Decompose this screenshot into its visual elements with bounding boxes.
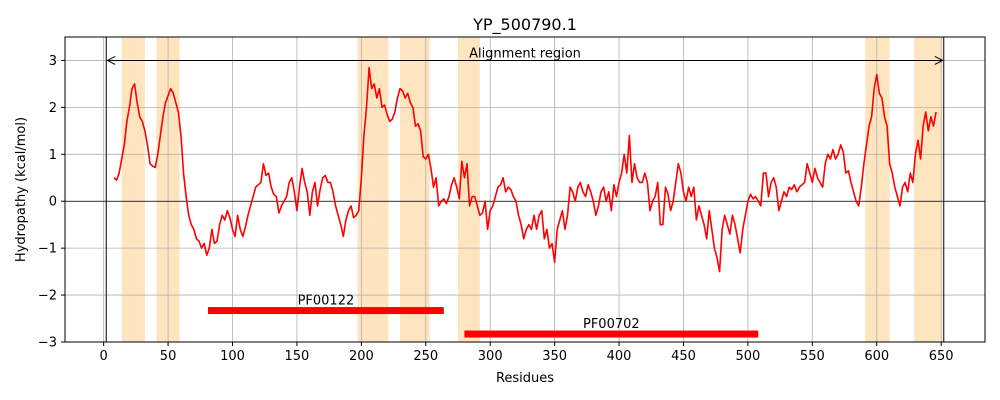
x-tick-label: 300 [478, 349, 503, 364]
x-tick-label: 100 [220, 349, 245, 364]
domain-bar [464, 330, 759, 338]
reference-lines [65, 37, 985, 342]
highlight-region [914, 37, 943, 342]
plot-frame [64, 36, 986, 343]
y-tick-label: 3 [49, 54, 57, 69]
alignment-arrow-right-head [934, 56, 943, 65]
hydropathy-series-line [113, 66, 937, 273]
alignment-arrow-left-head [107, 56, 116, 65]
highlight-region [865, 37, 890, 342]
domain-bar [208, 307, 444, 315]
y-axis-label: Hydropathy (kcal/mol) [14, 117, 29, 262]
y-axis-ticks: −3 −2 −1 0 1 2 3 [38, 54, 65, 351]
x-tick-label: 400 [607, 349, 632, 364]
y-tick-label: 1 [49, 148, 57, 163]
y-tick-label: −3 [38, 336, 57, 351]
x-tick-label: 0 [100, 349, 108, 364]
x-tick-label: 600 [864, 349, 889, 364]
x-tick-label: 650 [929, 349, 954, 364]
x-tick-label: 200 [349, 349, 374, 364]
x-tick-label: 350 [542, 349, 567, 364]
highlight-region [400, 37, 430, 342]
highlight-region [357, 37, 389, 342]
x-tick-label: 250 [413, 349, 438, 364]
y-tick-label: 0 [49, 195, 57, 210]
y-tick-label: −1 [38, 242, 57, 257]
chart-title: YP_500790.1 [472, 15, 577, 35]
x-axis-ticks: 0 50 100 150 200 250 300 350 400 450 500 550 600 650 [100, 342, 954, 364]
series-group [113, 66, 937, 273]
x-tick-label: 150 [285, 349, 310, 364]
x-tick-label: 550 [800, 349, 825, 364]
domain-label: PF00702 [583, 317, 640, 332]
alignment-region-label: Alignment region [469, 46, 581, 61]
x-tick-label: 500 [735, 349, 760, 364]
x-axis-label: Residues [496, 371, 554, 386]
highlight-region [121, 37, 145, 342]
annotations: Alignment region [107, 46, 943, 65]
domain-bars: PF00122 PF00702 [208, 294, 759, 338]
y-tick-label: −2 [38, 289, 57, 304]
domain-label: PF00122 [298, 294, 355, 309]
x-tick-label: 50 [160, 349, 177, 364]
x-tick-label: 450 [671, 349, 696, 364]
y-tick-label: 2 [49, 101, 57, 116]
